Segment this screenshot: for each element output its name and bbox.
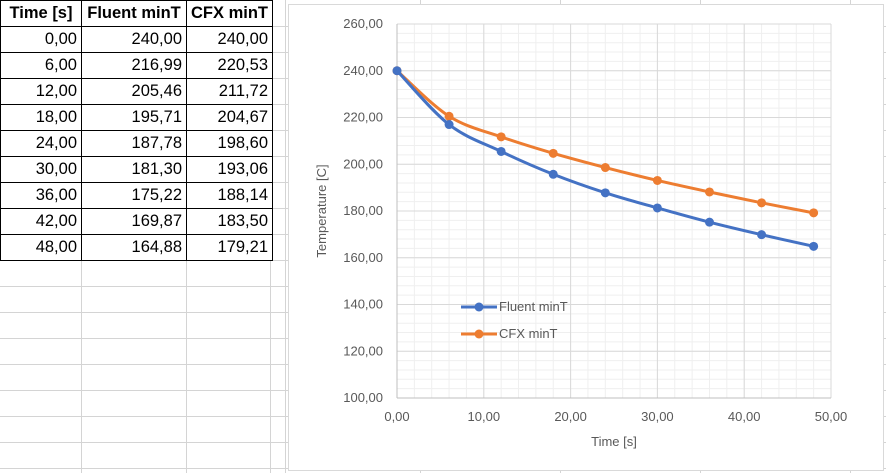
table-header-row: Time [s] Fluent minT CFX minT [0,0,273,27]
x-tick-label: 0,00 [384,409,409,424]
table-row: 0,00 240,00 240,00 [0,26,273,53]
x-axis-title: Time [s] [591,434,637,449]
table-row: 12,00 205,46 211,72 [0,78,273,105]
table-cell[interactable]: 36,00 [0,182,82,209]
table-cell[interactable]: 240,00 [186,26,273,53]
table-cell[interactable]: 18,00 [0,104,82,131]
data-table: Time [s] Fluent minT CFX minT 0,00 240,00 240… [0,0,273,261]
x-tick-label: 50,00 [815,409,848,424]
data-point [757,198,767,208]
y-tick-label: 160,00 [343,250,383,265]
y-tick-label: 260,00 [343,16,383,31]
column-header[interactable]: CFX minT [186,0,273,27]
table-cell[interactable]: 216,99 [81,52,187,79]
table-cell[interactable]: 188,14 [186,182,273,209]
data-point [496,132,506,142]
y-axis-title: Temperature [C] [314,164,329,257]
data-point [496,146,506,156]
table-cell[interactable]: 24,00 [0,130,82,157]
table-row: 18,00 195,71 204,67 [0,104,273,131]
y-tick-label: 200,00 [343,156,383,171]
data-point [600,163,610,173]
data-point [704,217,714,227]
table-cell[interactable]: 0,00 [0,26,82,53]
column-header[interactable]: Fluent minT [81,0,187,27]
data-point [757,230,767,240]
data-point [809,208,819,218]
table-row: 30,00 181,30 193,06 [0,156,273,183]
table-cell[interactable]: 205,46 [81,78,187,105]
y-tick-label: 240,00 [343,63,383,78]
data-point [444,120,454,130]
data-point [548,169,558,179]
data-point [652,203,662,213]
table-cell[interactable]: 164,88 [81,234,187,261]
table-cell[interactable]: 220,53 [186,52,273,79]
table-cell[interactable]: 12,00 [0,78,82,105]
table-cell[interactable]: 193,06 [186,156,273,183]
legend-marker [474,302,484,312]
line-chart: 100,00 120,00 140,00 160,00 180,00 200,00 220,… [314,16,848,449]
data-point [444,111,454,121]
data-point [809,241,819,251]
y-tick-label: 100,00 [343,390,383,405]
table-cell[interactable]: 42,00 [0,208,82,235]
table-cell[interactable]: 211,72 [186,78,273,105]
data-point [704,187,714,197]
chart-area[interactable]: 100,00 120,00 140,00 160,00 180,00 200,00 220,… [288,4,884,471]
table-cell[interactable]: 179,21 [186,234,273,261]
table-cell[interactable]: 30,00 [0,156,82,183]
column-header[interactable]: Time [s] [0,0,82,27]
legend-marker [474,329,484,339]
table-row: 42,00 169,87 183,50 [0,208,273,235]
table-cell[interactable]: 187,78 [81,130,187,157]
data-point [652,175,662,185]
table-cell[interactable]: 204,67 [186,104,273,131]
x-tick-label: 10,00 [468,409,501,424]
y-tick-label: 140,00 [343,297,383,312]
table-row: 48,00 164,88 179,21 [0,234,273,261]
table-cell[interactable]: 175,22 [81,182,187,209]
data-point [392,66,402,76]
x-tick-label: 30,00 [641,409,674,424]
legend-label: CFX minT [499,326,558,341]
y-tick-label: 180,00 [343,203,383,218]
x-tick-label: 20,00 [554,409,587,424]
legend-label: Fluent minT [499,299,568,314]
grid-col-line [285,0,286,473]
table-cell[interactable]: 6,00 [0,52,82,79]
x-tick-label: 40,00 [728,409,761,424]
table-row: 36,00 175,22 188,14 [0,182,273,209]
table-cell[interactable]: 48,00 [0,234,82,261]
y-tick-label: 220,00 [343,110,383,125]
table-cell[interactable]: 198,60 [186,130,273,157]
data-point [548,148,558,158]
table-cell[interactable]: 195,71 [81,104,187,131]
table-cell[interactable]: 183,50 [186,208,273,235]
y-tick-label: 120,00 [343,343,383,358]
table-cell[interactable]: 181,30 [81,156,187,183]
data-point [600,188,610,198]
table-cell[interactable]: 169,87 [81,208,187,235]
table-row: 24,00 187,78 198,60 [0,130,273,157]
table-cell[interactable]: 240,00 [81,26,187,53]
table-row: 6,00 216,99 220,53 [0,52,273,79]
